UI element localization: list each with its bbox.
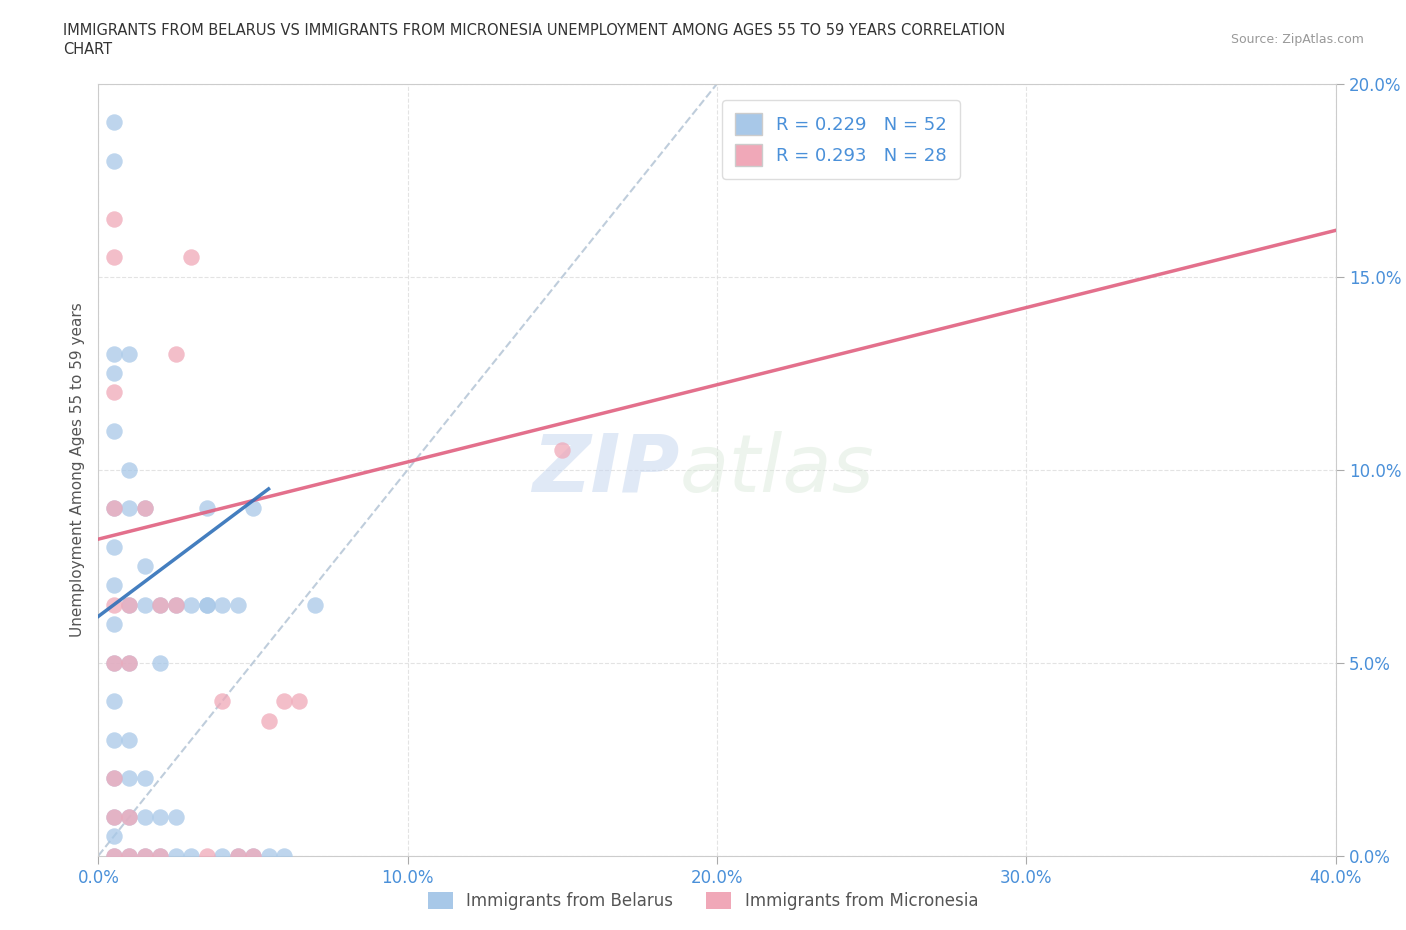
Point <box>134 848 156 863</box>
Point <box>226 848 249 863</box>
Point <box>149 597 172 612</box>
Point <box>118 809 141 825</box>
Point <box>103 809 125 825</box>
Point <box>118 848 141 863</box>
Point <box>118 462 141 477</box>
Point <box>149 656 172 671</box>
Point <box>103 597 125 612</box>
Point <box>134 597 156 612</box>
Point <box>103 539 125 554</box>
Point <box>103 656 125 671</box>
Point <box>103 578 125 593</box>
Point <box>242 848 264 863</box>
Point <box>288 694 311 709</box>
Point <box>103 500 125 515</box>
Point <box>103 617 125 631</box>
Text: Source: ZipAtlas.com: Source: ZipAtlas.com <box>1230 33 1364 46</box>
Point <box>103 733 125 748</box>
Point <box>149 848 172 863</box>
Point <box>103 211 125 226</box>
Point <box>195 597 218 612</box>
Point <box>149 597 172 612</box>
Point <box>551 443 574 458</box>
Point <box>226 597 249 612</box>
Point <box>103 115 125 130</box>
Point <box>103 771 125 786</box>
Text: IMMIGRANTS FROM BELARUS VS IMMIGRANTS FROM MICRONESIA UNEMPLOYMENT AMONG AGES 55: IMMIGRANTS FROM BELARUS VS IMMIGRANTS FR… <box>63 23 1005 38</box>
Point <box>118 733 141 748</box>
Point <box>211 597 233 612</box>
Point <box>134 809 156 825</box>
Point <box>103 250 125 265</box>
Point <box>195 597 218 612</box>
Point <box>103 385 125 400</box>
Point <box>118 848 141 863</box>
Point <box>134 771 156 786</box>
Point <box>103 500 125 515</box>
Point <box>103 809 125 825</box>
Point <box>118 656 141 671</box>
Point <box>134 500 156 515</box>
Point <box>134 848 156 863</box>
Point <box>118 809 141 825</box>
Point <box>103 694 125 709</box>
Point <box>103 771 125 786</box>
Point <box>118 500 141 515</box>
Point <box>118 656 141 671</box>
Point <box>118 597 141 612</box>
Point <box>242 848 264 863</box>
Text: atlas: atlas <box>681 431 875 509</box>
Text: ZIP: ZIP <box>533 431 681 509</box>
Point <box>180 250 202 265</box>
Point <box>118 347 141 362</box>
Point <box>103 424 125 439</box>
Point <box>118 771 141 786</box>
Text: CHART: CHART <box>63 42 112 57</box>
Point <box>165 597 187 612</box>
Point <box>118 597 141 612</box>
Y-axis label: Unemployment Among Ages 55 to 59 years: Unemployment Among Ages 55 to 59 years <box>69 302 84 637</box>
Point <box>257 848 280 863</box>
Point <box>180 848 202 863</box>
Point <box>195 500 218 515</box>
Point <box>304 597 326 612</box>
Point <box>165 809 187 825</box>
Legend: R = 0.229   N = 52, R = 0.293   N = 28: R = 0.229 N = 52, R = 0.293 N = 28 <box>723 100 959 179</box>
Point <box>165 597 187 612</box>
Point <box>273 694 295 709</box>
Point <box>180 597 202 612</box>
Point <box>103 656 125 671</box>
Point <box>165 848 187 863</box>
Point <box>195 848 218 863</box>
Point <box>103 848 125 863</box>
Point <box>134 559 156 574</box>
Legend: Immigrants from Belarus, Immigrants from Micronesia: Immigrants from Belarus, Immigrants from… <box>420 885 986 917</box>
Point <box>242 500 264 515</box>
Point <box>211 694 233 709</box>
Point <box>257 713 280 728</box>
Point <box>226 848 249 863</box>
Point <box>103 829 125 844</box>
Point <box>103 153 125 168</box>
Point <box>165 347 187 362</box>
Point <box>273 848 295 863</box>
Point <box>103 365 125 380</box>
Point <box>134 500 156 515</box>
Point <box>211 848 233 863</box>
Point <box>149 848 172 863</box>
Point <box>103 848 125 863</box>
Point <box>149 809 172 825</box>
Point <box>103 347 125 362</box>
